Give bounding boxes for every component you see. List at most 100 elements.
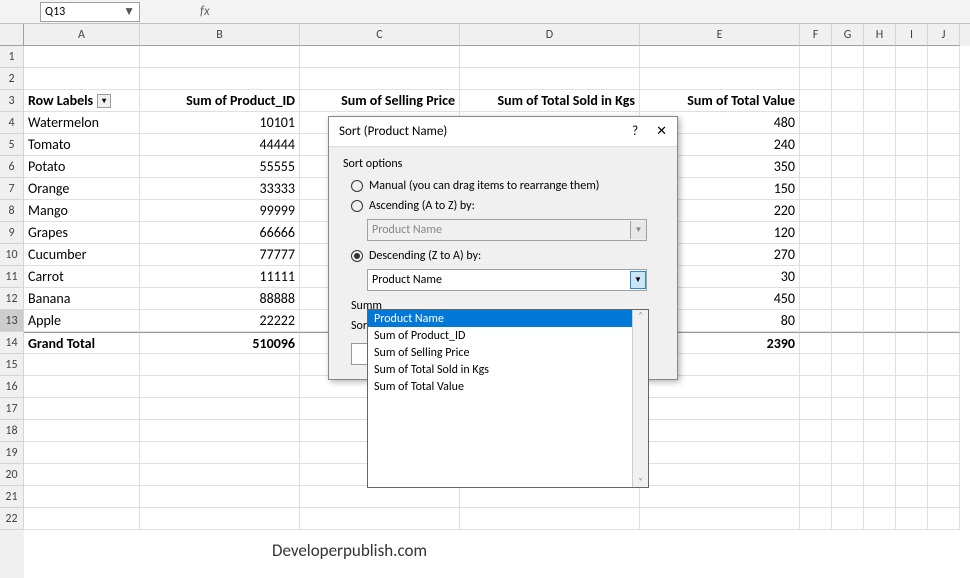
cell[interactable] xyxy=(832,46,864,68)
cell[interactable] xyxy=(832,398,864,420)
cell[interactable] xyxy=(832,266,864,288)
cell[interactable] xyxy=(896,134,928,156)
row-header[interactable]: 9 xyxy=(0,222,24,244)
cell[interactable] xyxy=(24,442,140,464)
scroll-down-icon[interactable]: ˅ xyxy=(638,476,643,487)
cell[interactable] xyxy=(864,68,896,90)
cell[interactable] xyxy=(300,508,460,530)
dialog-close-button[interactable]: ✕ xyxy=(656,124,667,139)
cell[interactable] xyxy=(140,486,300,508)
cell[interactable] xyxy=(640,68,800,90)
cell[interactable] xyxy=(24,508,140,530)
cell[interactable] xyxy=(928,310,960,332)
cell[interactable] xyxy=(640,398,800,420)
cell[interactable] xyxy=(864,112,896,134)
cell[interactable]: Tomato xyxy=(24,134,140,156)
cell[interactable]: 55555 xyxy=(140,156,300,178)
cell[interactable]: Orange xyxy=(24,178,140,200)
cell[interactable] xyxy=(864,508,896,530)
cell[interactable] xyxy=(800,376,832,398)
cell[interactable] xyxy=(24,68,140,90)
cell[interactable] xyxy=(896,244,928,266)
cell[interactable] xyxy=(864,354,896,376)
cell[interactable] xyxy=(928,112,960,134)
radio-manual[interactable]: Manual (you can drag items to rearrange … xyxy=(351,179,663,193)
cell[interactable] xyxy=(896,508,928,530)
cell[interactable] xyxy=(928,354,960,376)
cell[interactable]: 510096 xyxy=(140,332,300,354)
cell[interactable] xyxy=(24,354,140,376)
cell[interactable] xyxy=(800,420,832,442)
cell[interactable] xyxy=(832,222,864,244)
cell[interactable] xyxy=(140,464,300,486)
cell[interactable] xyxy=(864,486,896,508)
cell[interactable] xyxy=(640,46,800,68)
cell[interactable] xyxy=(832,486,864,508)
cell[interactable] xyxy=(832,508,864,530)
cell[interactable]: 33333 xyxy=(140,178,300,200)
cell[interactable]: Carrot xyxy=(24,266,140,288)
cell[interactable] xyxy=(800,398,832,420)
dialog-title-bar[interactable]: Sort (Product Name) ? ✕ xyxy=(329,117,677,147)
fx-icon[interactable]: fx xyxy=(200,4,210,19)
cell[interactable] xyxy=(928,398,960,420)
cell[interactable] xyxy=(800,508,832,530)
cell[interactable] xyxy=(640,442,800,464)
cell[interactable] xyxy=(832,442,864,464)
row-header[interactable]: 15 xyxy=(0,354,24,376)
cell[interactable] xyxy=(896,288,928,310)
cell[interactable] xyxy=(640,508,800,530)
dropdown-option[interactable]: Product Name xyxy=(368,310,648,327)
cell[interactable] xyxy=(928,420,960,442)
cell[interactable] xyxy=(864,398,896,420)
row-header[interactable]: 13 xyxy=(0,310,24,332)
dropdown-option[interactable]: Sum of Total Value xyxy=(368,378,648,395)
cell[interactable] xyxy=(832,68,864,90)
cell[interactable] xyxy=(896,90,928,112)
cell[interactable] xyxy=(864,222,896,244)
cell[interactable] xyxy=(832,310,864,332)
cell[interactable]: Potato xyxy=(24,156,140,178)
cell[interactable]: 66666 xyxy=(140,222,300,244)
cell[interactable] xyxy=(800,266,832,288)
cell[interactable] xyxy=(864,288,896,310)
cell[interactable] xyxy=(800,354,832,376)
dropdown-scrollbar[interactable]: ˄ ˅ xyxy=(632,310,648,487)
cell[interactable] xyxy=(640,464,800,486)
cell[interactable] xyxy=(864,200,896,222)
column-header[interactable]: B xyxy=(140,24,300,46)
cell[interactable] xyxy=(928,508,960,530)
cell[interactable] xyxy=(864,178,896,200)
cell[interactable] xyxy=(928,464,960,486)
cell[interactable] xyxy=(928,68,960,90)
cell[interactable]: Grand Total xyxy=(24,332,140,354)
cell[interactable] xyxy=(800,288,832,310)
cell[interactable] xyxy=(140,354,300,376)
column-header[interactable]: I xyxy=(896,24,928,46)
dropdown-option[interactable]: Sum of Selling Price xyxy=(368,344,648,361)
scroll-up-icon[interactable]: ˄ xyxy=(638,310,643,321)
cell[interactable] xyxy=(928,178,960,200)
cell[interactable]: 77777 xyxy=(140,244,300,266)
cell[interactable] xyxy=(896,376,928,398)
cell[interactable]: Mango xyxy=(24,200,140,222)
row-header[interactable]: 5 xyxy=(0,134,24,156)
cell[interactable] xyxy=(896,354,928,376)
row-header[interactable]: 10 xyxy=(0,244,24,266)
row-header[interactable]: 22 xyxy=(0,508,24,530)
cell[interactable] xyxy=(832,112,864,134)
sort-field-dropdown[interactable]: Product NameSum of Product_IDSum of Sell… xyxy=(367,309,649,488)
cell[interactable] xyxy=(896,464,928,486)
cell[interactable] xyxy=(928,46,960,68)
cell[interactable]: Sum of Total Sold in Kgs xyxy=(460,90,640,112)
cell[interactable] xyxy=(928,200,960,222)
cell[interactable]: Sum of Product_ID xyxy=(140,90,300,112)
cell[interactable] xyxy=(928,332,960,354)
column-header[interactable]: F xyxy=(800,24,832,46)
cell[interactable] xyxy=(896,68,928,90)
cell[interactable] xyxy=(896,332,928,354)
column-header[interactable]: E xyxy=(640,24,800,46)
row-header[interactable]: 7 xyxy=(0,178,24,200)
cell[interactable] xyxy=(928,156,960,178)
cell[interactable] xyxy=(832,134,864,156)
